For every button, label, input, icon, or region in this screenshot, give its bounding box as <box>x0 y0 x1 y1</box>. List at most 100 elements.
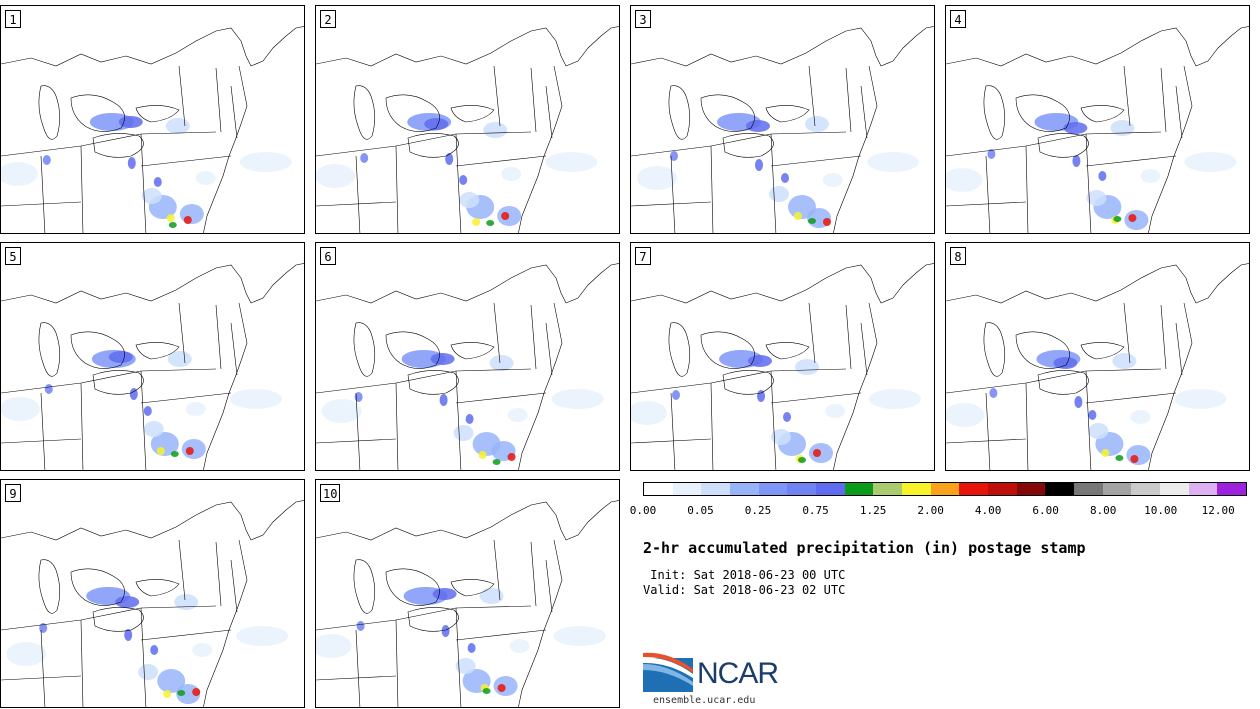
precipitation-area <box>153 177 162 187</box>
map-boundary <box>670 392 676 470</box>
precipitation-area <box>150 645 159 655</box>
map-boundary <box>1080 342 1125 360</box>
map-boundary <box>230 559 238 613</box>
precipitation-area <box>1174 389 1227 409</box>
map-boundary <box>355 629 361 707</box>
map-boundary <box>40 155 46 233</box>
map-boundary <box>722 370 774 395</box>
map-boundary <box>353 85 376 140</box>
colorbar-swatch <box>844 483 874 495</box>
map-boundary <box>631 263 934 304</box>
map-boundary <box>1015 331 1070 369</box>
map-boundary <box>407 607 459 632</box>
colorbar-swatch <box>1045 483 1075 495</box>
precipitation-area <box>1086 190 1107 206</box>
map-basemap <box>946 263 1249 470</box>
map-boundary <box>1148 65 1193 233</box>
map-boundary <box>140 155 232 167</box>
map-boundary <box>316 675 397 681</box>
precipitation-area <box>493 676 518 696</box>
precipitation-area <box>670 151 678 161</box>
map-boundary <box>765 342 810 360</box>
precipitation-area <box>115 596 140 608</box>
map-boundary <box>455 629 547 641</box>
precipitation-area <box>769 186 789 202</box>
precipitation-area <box>239 152 292 172</box>
map-boundary <box>70 94 125 132</box>
precipitation-area <box>989 388 998 398</box>
precipitation-area <box>459 192 480 208</box>
precipitation-area <box>141 188 162 204</box>
map-boundary <box>230 85 238 139</box>
precipitation-area <box>432 588 457 600</box>
map-panel-8: 8 <box>945 242 1250 471</box>
map-panel-5: 5 <box>0 242 305 471</box>
map-boundary <box>316 131 532 157</box>
precipitation-area <box>181 439 206 459</box>
ncar-logo-icon <box>643 652 693 692</box>
map-boundary <box>178 539 186 601</box>
map-boundary <box>450 342 495 360</box>
map-boundary <box>140 370 147 470</box>
precipitation-area <box>185 402 206 416</box>
panel-number: 6 <box>320 247 336 265</box>
colorbar-swatch <box>930 483 960 495</box>
map-boundary <box>1 368 217 394</box>
precipitation-area <box>6 642 47 666</box>
map-boundary <box>140 629 232 641</box>
map-boundary <box>770 370 777 470</box>
precipitation-area <box>987 149 996 159</box>
map-boundary <box>670 155 676 233</box>
map-boundary <box>845 304 852 370</box>
precipitation-area <box>177 690 186 696</box>
precipitation-area <box>195 171 216 185</box>
map-boundary <box>1 438 82 444</box>
map-boundary <box>455 607 462 707</box>
map-boundary <box>385 94 440 132</box>
map-boundary <box>1037 370 1089 395</box>
precipitation-area <box>509 639 530 653</box>
map-boundary <box>1175 322 1183 376</box>
precipitation-area <box>183 216 192 224</box>
colorbar-swatch <box>701 483 731 495</box>
map-boundary <box>1025 382 1029 470</box>
map-boundary <box>38 85 61 140</box>
logo-text: NCAR <box>697 657 779 690</box>
precipitation-area <box>507 453 516 461</box>
precipitation-area <box>755 159 763 171</box>
precipitation-area <box>1115 455 1124 461</box>
map-panel-10: 10 <box>315 479 620 708</box>
precipitation-area <box>497 206 522 226</box>
map-boundary <box>355 392 361 470</box>
precipitation-colorbar <box>643 482 1247 496</box>
precipitation-area <box>168 222 177 228</box>
map-boundary <box>215 304 222 370</box>
precipitation-area <box>483 122 508 138</box>
panel-number: 8 <box>950 247 966 265</box>
map-boundary <box>1 131 217 157</box>
map-boundary <box>1175 85 1183 139</box>
panel-number: 2 <box>320 10 336 28</box>
map-boundary <box>631 26 934 67</box>
map-boundary <box>203 539 248 707</box>
map-boundary <box>135 105 180 123</box>
panel-number: 5 <box>5 247 21 265</box>
map-boundary <box>631 201 712 207</box>
precipitation-area <box>795 359 819 375</box>
precipitation-area <box>1098 171 1107 181</box>
precipitation-area <box>637 166 677 190</box>
map-boundary <box>450 105 495 123</box>
map-boundary <box>455 133 462 233</box>
map-basemap <box>316 263 619 470</box>
precipitation-area <box>1184 152 1237 172</box>
map-boundary <box>395 145 399 233</box>
colorbar-label: 10.00 <box>1144 504 1178 517</box>
map-boundary <box>80 382 84 470</box>
map-basemap <box>316 500 619 707</box>
precipitation-area <box>1128 214 1137 222</box>
precipitation-area <box>946 403 985 427</box>
precipitation-area <box>798 457 806 463</box>
map-boundary <box>1160 67 1167 133</box>
precipitation-area <box>631 401 667 425</box>
map-boundary <box>1 201 82 207</box>
